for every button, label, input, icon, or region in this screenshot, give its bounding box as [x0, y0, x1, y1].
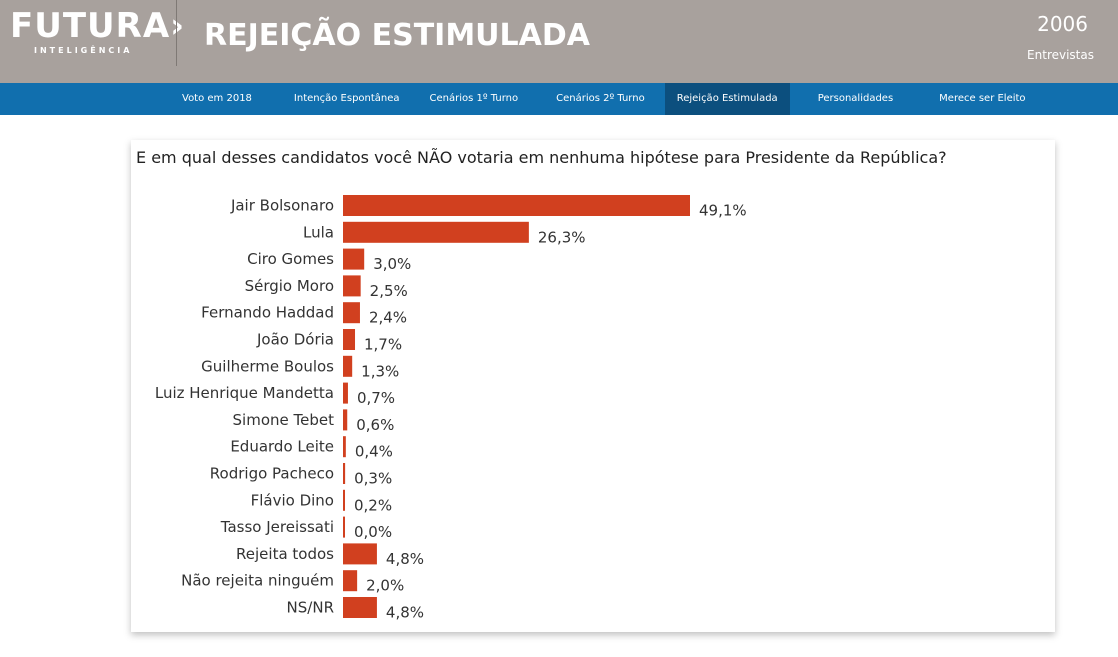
value-label-joao-doria: 1,7% [364, 336, 402, 354]
category-label-sergio-moro: Sérgio Moro [245, 277, 334, 295]
category-label-tasso-jereissati: Tasso Jereissati [220, 518, 334, 536]
category-label-ciro-gomes: Ciro Gomes [247, 250, 334, 268]
value-label-fernando-haddad: 2,4% [369, 309, 407, 327]
bar-rodrigo-pacheco[interactable] [343, 463, 346, 484]
value-label-rejeita-todos: 4,8% [386, 550, 424, 568]
value-label-luiz-henrique-mandetta: 0,7% [357, 389, 395, 407]
nav-item-rejeicao-estimulada[interactable]: Rejeição Estimulada [664, 83, 790, 115]
value-label-sergio-moro: 2,5% [370, 282, 408, 300]
category-label-ns-nr: NS/NR [287, 599, 334, 617]
value-label-jair-bolsonaro: 49,1% [699, 202, 747, 220]
bar-jair-bolsonaro[interactable] [343, 195, 690, 216]
nav-bar: Voto em 2018 Intenção Espontânea Cenário… [0, 83, 1118, 115]
bar-sergio-moro[interactable] [343, 275, 361, 297]
category-label-lula: Lula [303, 223, 334, 241]
bar-rejeita-todos[interactable] [343, 543, 377, 565]
nav-item-personalidades[interactable]: Personalidades [817, 93, 894, 104]
nav-item-intencao-espontanea[interactable]: Intenção Espontânea [293, 93, 400, 104]
bar-lula[interactable] [343, 221, 529, 243]
value-label-simone-tebet: 0,6% [356, 416, 394, 434]
category-label-fernando-haddad: Fernando Haddad [201, 304, 334, 322]
logo-subtext: INTELIGÊNCIA [34, 46, 133, 55]
value-label-ciro-gomes: 3,0% [373, 255, 411, 273]
header-divider [176, 0, 177, 66]
bar-tasso-jereissati[interactable] [343, 516, 345, 538]
category-label-nao-rejeita-ninguem: Não rejeita ninguém [181, 572, 334, 590]
bar-nao-rejeita-ninguem[interactable] [343, 570, 358, 592]
bar-guilherme-boulos[interactable] [343, 355, 353, 377]
category-label-guilherme-boulos: Guilherme Boulos [201, 357, 334, 375]
nav-item-cenarios-1-turno[interactable]: Cenários 1º Turno [429, 93, 519, 104]
value-label-nao-rejeita-ninguem: 2,0% [366, 577, 404, 595]
page-title: REJEIÇÃO ESTIMULADA [204, 18, 590, 53]
category-label-joao-doria: João Dória [256, 331, 334, 349]
nav-item-merece-ser-eleito[interactable]: Merece ser Eleito [939, 93, 1026, 104]
header-bar: FUTURA› INTELIGÊNCIA REJEIÇÃO ESTIMULADA… [0, 0, 1118, 83]
bar-fernando-haddad[interactable] [343, 302, 360, 324]
bar-flavio-dino[interactable] [343, 489, 345, 511]
category-label-eduardo-leite: Eduardo Leite [230, 438, 334, 456]
chart-card [131, 140, 1055, 632]
interview-count-label: Entrevistas [1027, 48, 1094, 62]
bar-ns-nr[interactable] [343, 597, 377, 618]
value-label-rodrigo-pacheco: 0,3% [354, 470, 392, 488]
value-label-guilherme-boulos: 1,3% [361, 362, 399, 380]
futura-logo[interactable]: FUTURA› INTELIGÊNCIA [10, 8, 184, 60]
bar-joao-doria[interactable] [343, 329, 356, 350]
bar-simone-tebet[interactable] [343, 409, 348, 431]
logo-wordmark: FUTURA› [10, 6, 186, 46]
value-label-flavio-dino: 0,2% [354, 496, 392, 514]
bar-ciro-gomes[interactable] [343, 248, 365, 270]
interview-count: 2006 [1037, 12, 1088, 36]
category-label-simone-tebet: Simone Tebet [233, 411, 335, 429]
bar-eduardo-leite[interactable] [343, 436, 346, 458]
category-label-rodrigo-pacheco: Rodrigo Pacheco [210, 465, 334, 483]
value-label-eduardo-leite: 0,4% [355, 443, 393, 461]
nav-item-voto-2018[interactable]: Voto em 2018 [182, 93, 252, 104]
chart-title: E em qual desses candidatos você NÃO vot… [136, 148, 947, 167]
category-label-luiz-henrique-mandetta: Luiz Henrique Mandetta [155, 384, 334, 402]
value-label-tasso-jereissati: 0,0% [354, 523, 392, 541]
value-label-ns-nr: 4,8% [386, 604, 424, 622]
category-label-rejeita-todos: Rejeita todos [236, 545, 334, 563]
value-label-lula: 26,3% [538, 228, 586, 246]
bar-luiz-henrique-mandetta[interactable] [343, 382, 348, 404]
nav-item-cenarios-2-turno[interactable]: Cenários 2º Turno [556, 93, 645, 104]
nav-items: Voto em 2018 Intenção Espontânea Cenário… [170, 83, 1038, 115]
category-label-jair-bolsonaro: Jair Bolsonaro [230, 197, 334, 215]
category-label-flavio-dino: Flávio Dino [251, 491, 334, 509]
